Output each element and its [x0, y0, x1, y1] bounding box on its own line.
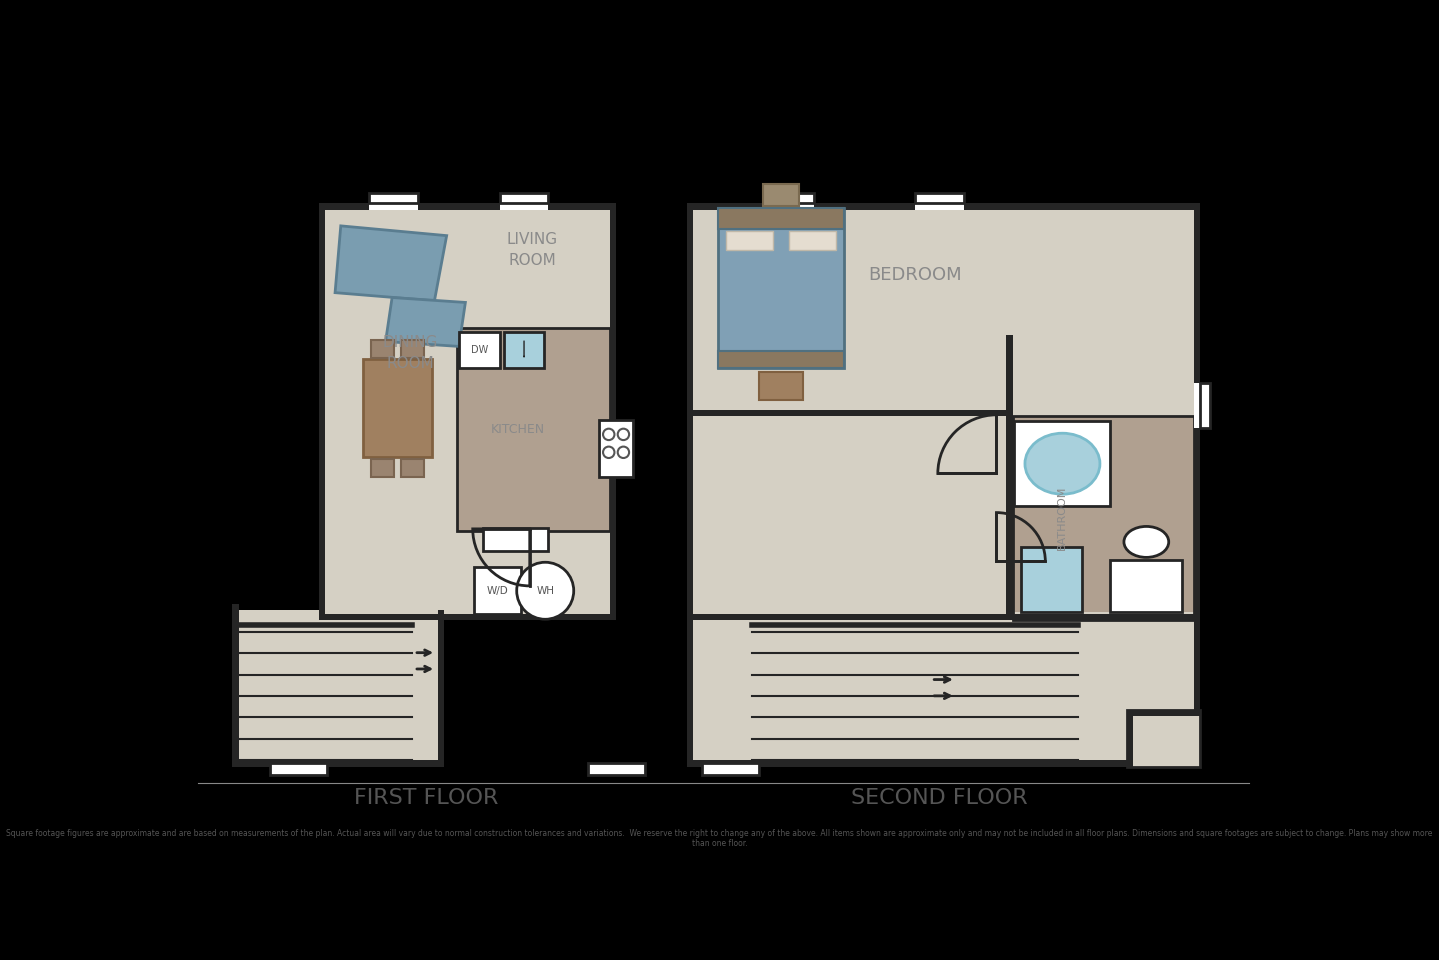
Bar	[1006, 335, 1013, 620]
Bar	[363, 359, 432, 457]
Bar	[473, 567, 521, 614]
Bar	[319, 613, 437, 620]
Bar	[1020, 547, 1082, 612]
Bar	[915, 200, 964, 209]
Bar	[437, 611, 445, 767]
Bar	[766, 200, 814, 209]
Bar	[1193, 611, 1200, 767]
Text: W/D: W/D	[486, 586, 508, 596]
Bar	[233, 612, 445, 620]
Bar	[686, 204, 694, 620]
Text: FIRST FLOOR: FIRST FLOOR	[354, 787, 498, 807]
Bar	[686, 611, 1200, 767]
Bar	[459, 332, 499, 368]
Bar	[1013, 417, 1193, 620]
Bar	[694, 410, 1013, 417]
Bar	[1127, 709, 1200, 716]
Bar	[271, 763, 327, 775]
Bar	[702, 763, 758, 775]
Bar	[458, 328, 610, 531]
Bar	[1193, 383, 1203, 428]
Bar	[686, 204, 1200, 209]
Bar	[458, 328, 610, 531]
Ellipse shape	[1025, 433, 1099, 494]
Bar	[1111, 560, 1183, 612]
Bar	[319, 204, 616, 620]
Bar	[1193, 204, 1200, 620]
Bar	[686, 604, 694, 767]
Bar	[370, 200, 419, 209]
Text: DW: DW	[471, 345, 488, 354]
Bar	[789, 230, 836, 251]
Bar	[599, 420, 633, 477]
Bar	[1013, 417, 1193, 620]
Bar	[718, 208, 845, 229]
Bar	[499, 193, 548, 204]
Text: BATHROOM: BATHROOM	[1056, 486, 1066, 550]
Bar	[686, 612, 1200, 620]
Bar	[371, 459, 394, 477]
Text: LIVING
ROOM: LIVING ROOM	[507, 232, 558, 268]
Text: KITCHEN: KITCHEN	[491, 423, 544, 436]
Bar	[610, 204, 616, 620]
Bar	[766, 193, 814, 204]
Bar	[401, 340, 425, 358]
Bar	[319, 204, 325, 620]
Bar	[319, 204, 616, 209]
Circle shape	[517, 563, 574, 619]
Text: SECOND FLOOR: SECOND FLOOR	[850, 787, 1027, 807]
Bar	[718, 208, 845, 368]
Bar	[370, 193, 419, 204]
Bar	[504, 332, 544, 368]
Bar	[499, 200, 548, 209]
Bar	[1127, 709, 1200, 767]
Bar	[1127, 709, 1134, 767]
Bar	[409, 252, 492, 316]
Bar	[1200, 383, 1210, 428]
Text: WH: WH	[537, 586, 554, 596]
Bar	[758, 372, 803, 400]
Bar	[587, 763, 645, 775]
Bar	[686, 204, 1200, 620]
Bar	[686, 613, 1200, 620]
Ellipse shape	[1124, 526, 1168, 558]
Bar	[727, 230, 773, 251]
Bar	[233, 611, 445, 767]
Text: Square footage figures are approximate and are based on measurements of the plan: Square footage figures are approximate a…	[6, 828, 1433, 848]
Bar	[718, 351, 845, 368]
Bar	[401, 459, 425, 477]
Bar	[915, 193, 964, 204]
Bar	[763, 183, 799, 206]
Bar	[686, 760, 1200, 767]
Bar	[1014, 421, 1111, 506]
Polygon shape	[335, 226, 446, 300]
Bar	[484, 528, 548, 551]
Bar	[233, 604, 239, 767]
Text: DINING
ROOM: DINING ROOM	[383, 335, 437, 371]
Bar	[319, 613, 616, 620]
Bar	[233, 760, 445, 767]
Text: BEDROOM: BEDROOM	[868, 266, 961, 284]
Bar	[371, 340, 394, 358]
Polygon shape	[386, 298, 465, 347]
